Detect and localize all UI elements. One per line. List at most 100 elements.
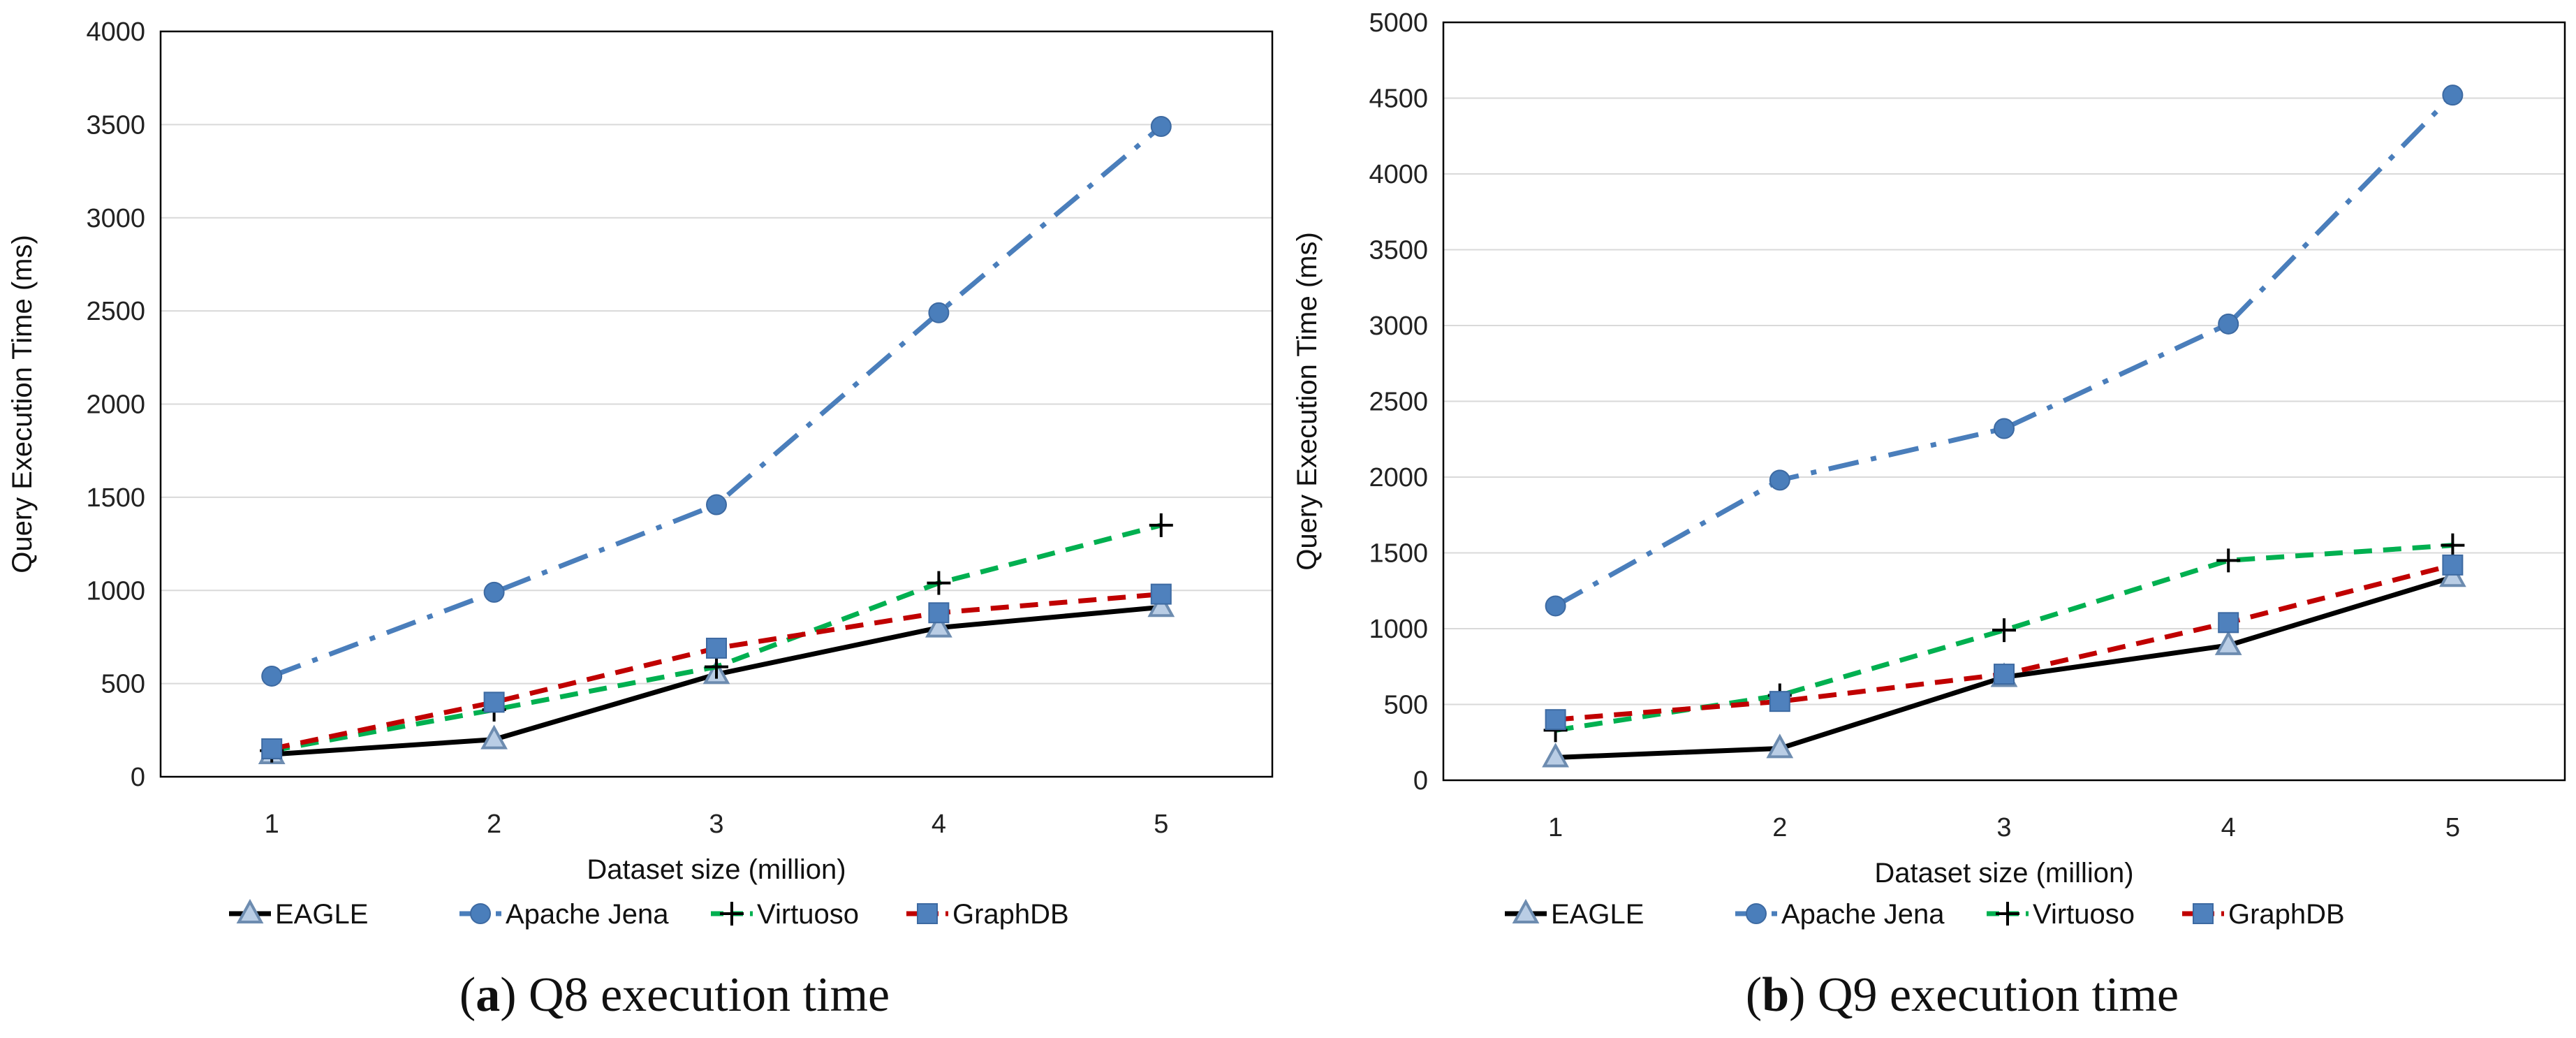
data-point [2218,313,2239,335]
legend-marker [470,903,491,924]
chart-caption: (b) Q9 execution time [1746,968,2179,1022]
y-tick-label: 2000 [1369,463,1428,492]
data-point [1542,743,1569,768]
data-point [1769,469,1790,491]
y-tick-label: 0 [1413,766,1428,796]
legend-marker [917,903,938,924]
series-line [1555,562,2454,722]
x-tick-label: 4 [2221,813,2236,842]
y-tick-label: 4500 [1369,85,1428,114]
series-line [1554,93,2454,608]
data-point [1769,691,1790,712]
legend-item: Apache Jena [459,899,669,930]
data-point [2214,630,2242,655]
data-point [706,494,727,516]
chart-panel-q8: 0 500 1000 1500 2000 2500 3000 3500 4000 1 2 3 4 5 Dat… [7,17,1274,1022]
x-axis-title: Dataset size (million) [587,854,846,885]
legend-marker [2193,903,2214,924]
legend-item: EAGLE [229,898,368,930]
data-point [1545,709,1566,731]
x-tick-label: 5 [1154,810,1168,839]
data-point [1994,664,2015,685]
data-point [1150,116,1172,138]
legend: EAGLE Apache Jena Virtuoso GraphDB [1505,898,2345,930]
data-point [706,637,727,659]
y-tick-label: 2000 [86,390,145,420]
data-point [2218,612,2239,634]
data-point [925,613,952,638]
legend: EAGLE Apache Jena Virtuoso GraphDB [229,898,1069,930]
data-point [483,692,505,713]
series-eagle [258,592,1175,764]
y-tick-label: 1500 [1369,539,1428,569]
legend-marker [236,898,264,923]
legend-label: GraphDB [952,899,1069,930]
y-axis-title: Query Execution Time (ms) [1292,232,1323,571]
chart-caption: (a) Q8 execution time [459,968,890,1022]
x-tick-label: 3 [709,810,723,839]
series-graphdb [261,583,1172,759]
caption-title: Q9 execution time [1818,968,2179,1022]
y-tick-label: 1000 [86,576,145,606]
gridlines [161,31,1272,685]
x-tick-label: 1 [1548,813,1563,842]
data-point [1545,595,1566,617]
data-point [1992,618,2016,643]
legend-label: GraphDB [2228,899,2345,930]
x-tick-label: 5 [2445,813,2460,842]
caption-title: Q8 execution time [529,968,890,1022]
data-point [1149,513,1173,537]
y-tick-label: 4000 [1369,160,1428,189]
legend-label: EAGLE [275,899,368,930]
legend-item: Virtuoso [1987,899,2135,930]
x-tick-label: 2 [487,810,501,839]
legend-label: EAGLE [1551,899,1644,930]
y-tick-label: 2500 [1369,388,1428,417]
gridlines [1443,22,2565,706]
legend-marker [1746,903,1767,924]
legend-label: Virtuoso [2033,899,2135,930]
y-tick-label: 1000 [1369,615,1428,644]
y-tick-label: 0 [131,763,145,792]
legend-item: GraphDB [2182,899,2345,930]
caption-letter: b [1762,968,1789,1022]
legend-marker [1512,898,1540,923]
series-graphdb [1545,554,2464,731]
x-tick-label: 3 [1996,813,2011,842]
legend-item: GraphDB [906,899,1069,930]
x-axis-title: Dataset size (million) [1874,858,2133,889]
data-point [483,581,505,603]
series-apache-jena [1545,85,2464,617]
y-tick-label: 500 [1384,691,1428,720]
plot-frame [1442,21,2566,782]
y-tick-label: 3000 [1369,312,1428,341]
y-tick-label: 500 [101,670,145,699]
caption-letter: a [476,968,500,1022]
data-point [261,738,283,759]
x-tick-label: 2 [1772,813,1787,842]
x-tick-label: 4 [932,810,946,839]
data-point [705,655,728,679]
data-point [2442,85,2464,106]
legend-marker [1996,902,2019,926]
series-line [270,124,1163,679]
y-tick-label: 3000 [86,204,145,233]
y-tick-label: 3500 [1369,236,1428,265]
data-point [928,602,950,624]
y-tick-label: 4000 [86,17,145,47]
y-tick-label: 2500 [86,297,145,326]
y-tick-label: 3500 [86,110,145,140]
data-point [2442,554,2464,576]
legend-item: EAGLE [1505,898,1644,930]
chart-panel-q9: 0 500 1000 1500 2000 2500 3000 3500 4000 4500 5000… [1292,8,2566,1022]
data-point [1147,592,1175,617]
y-tick-label: 1500 [86,483,145,513]
data-point [2441,533,2465,557]
x-tick-label: 1 [265,810,279,839]
data-point [261,665,283,687]
legend-label: Apache Jena [1781,899,1945,930]
legend-item: Apache Jena [1735,899,1945,930]
data-point [1994,418,2015,439]
data-point [480,724,508,750]
legend-label: Virtuoso [757,899,859,930]
